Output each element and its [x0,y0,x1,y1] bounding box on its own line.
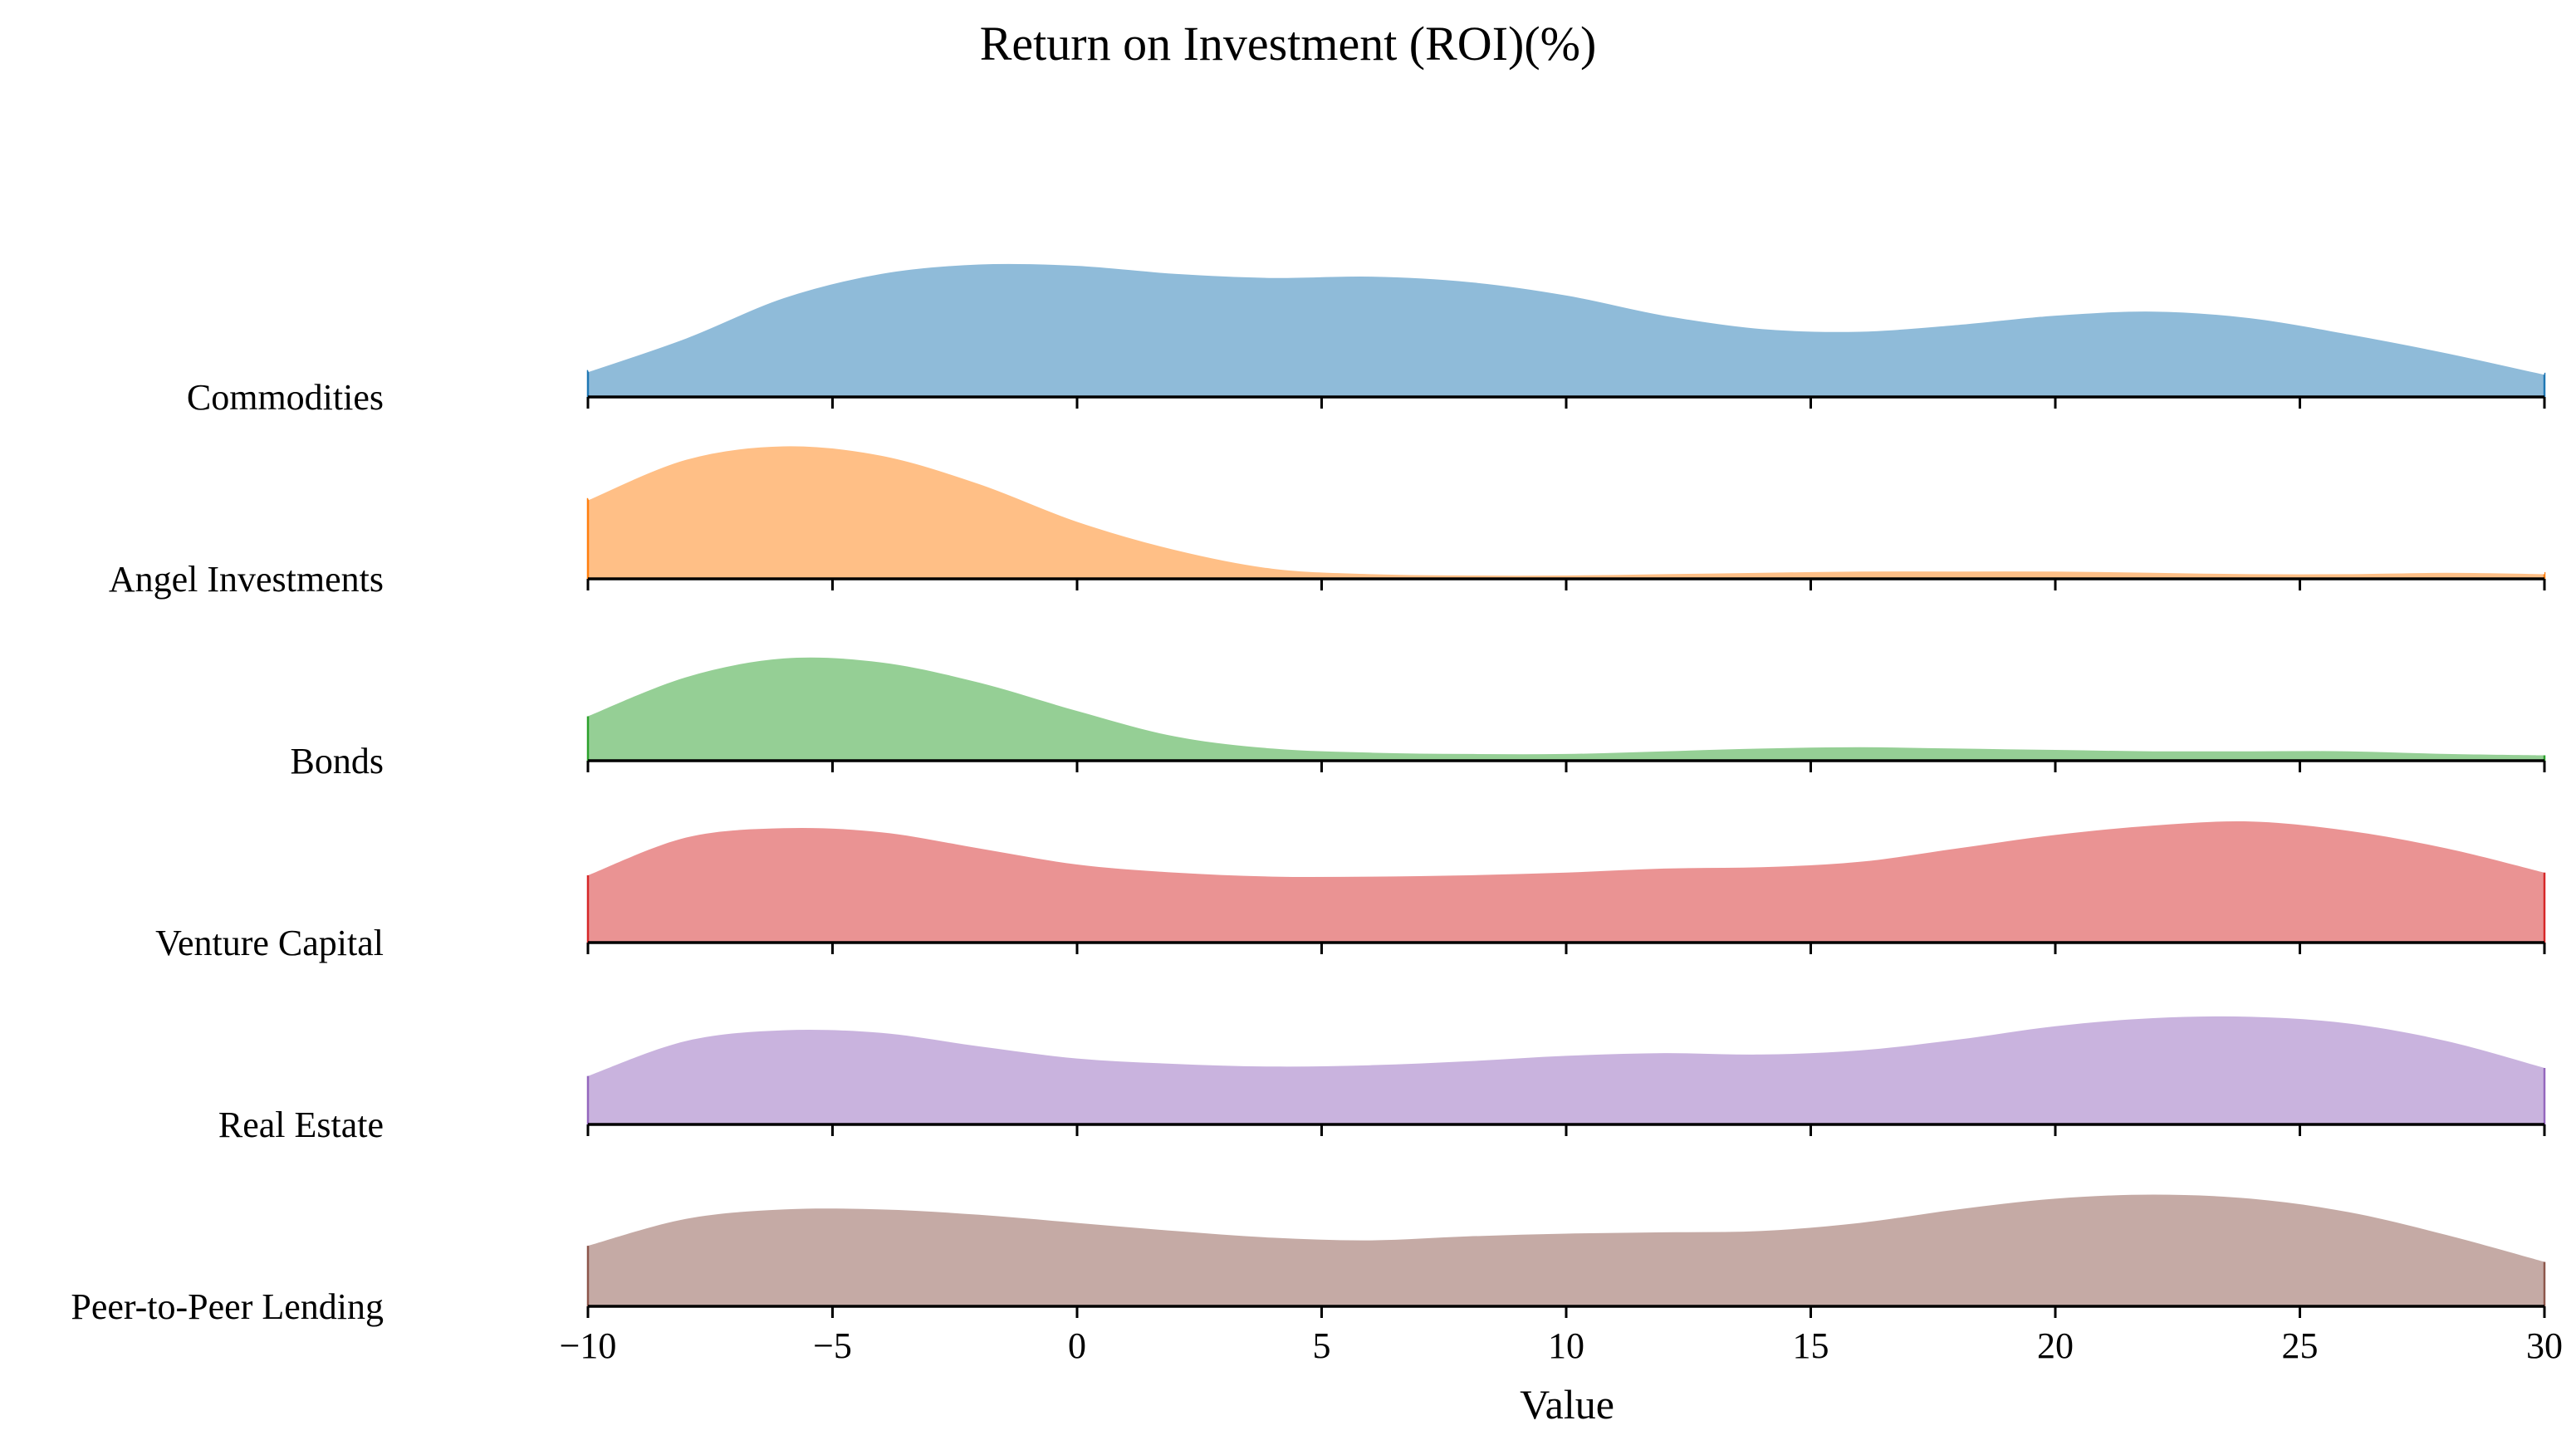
x-tick-label: 0 [1068,1325,1086,1366]
ridge-outline-angel-investments [587,442,2545,576]
row-label-real-estate: Real Estate [218,1105,384,1145]
ridge-real-estate: Real Estate [218,1016,2546,1145]
x-tick-label: −10 [560,1325,617,1366]
ridges-group: Peer-to-Peer Lending Real Estate Venture C… [71,259,2546,1327]
ridge-area-commodities [588,262,2544,397]
ridge-area-peer-to-peer-lending [588,1194,2544,1306]
x-axis-label: Value [1520,1381,1614,1428]
x-tick-label: 10 [1548,1325,1584,1366]
x-tick-label: 25 [2282,1325,2319,1366]
ridge-area-real-estate [588,1016,2544,1124]
x-tick-label: 30 [2526,1325,2563,1366]
ridge-area-venture-capital [588,820,2544,943]
row-label-commodities: Commodities [187,377,384,418]
row-label-angel-investments: Angel Investments [109,559,384,600]
ridge-area-bonds [588,657,2544,761]
x-tick-label: 15 [1793,1325,1829,1366]
row-label-bonds: Bonds [291,741,384,781]
x-axis-ticks: −10 −5 0 5 10 15 20 25 30 [560,1325,2563,1366]
ridge-bonds: Bonds [291,657,2546,781]
x-tick-label: −5 [813,1325,852,1366]
x-tick-label: 5 [1313,1325,1331,1366]
row-label-peer-to-peer-lending: Peer-to-Peer Lending [71,1286,384,1327]
x-tick-label: 20 [2037,1325,2074,1366]
ridge-area-angel-investments [588,443,2544,579]
ridge-peer-to-peer-lending: Peer-to-Peer Lending [71,1194,2546,1327]
row-label-venture-capital: Venture Capital [155,923,384,963]
ridge-commodities: Commodities [187,259,2546,418]
ridge-venture-capital: Venture Capital [155,820,2546,963]
ridge-angel-investments: Angel Investments [109,442,2546,600]
chart-title: Return on Investment (ROI)(%) [980,17,1597,71]
ridge-outline-commodities [587,259,2545,375]
